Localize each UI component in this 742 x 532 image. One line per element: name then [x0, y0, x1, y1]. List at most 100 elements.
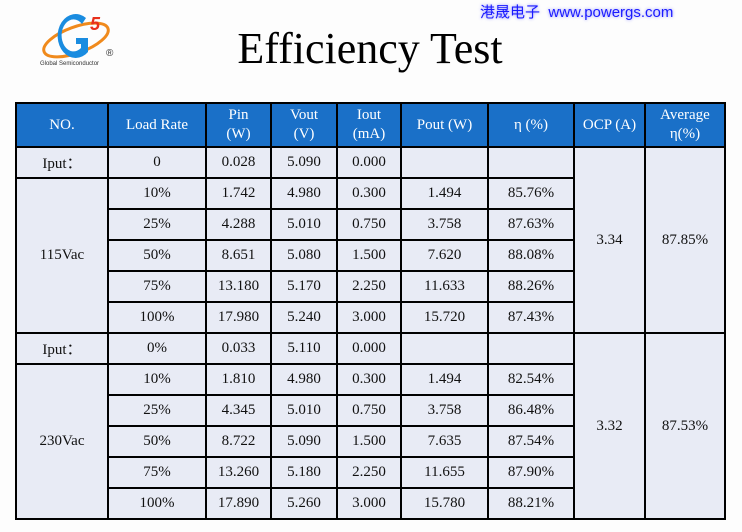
load-cell: 100%: [107, 301, 207, 334]
pout-cell: 15.720: [400, 301, 489, 334]
pin-cell: 17.890: [205, 487, 272, 520]
column-header: Vout (V): [270, 102, 338, 148]
voltage-group-cell: 230Vac: [15, 363, 109, 520]
pin-cell: 17.980: [205, 301, 272, 334]
pin-cell: 1.742: [205, 177, 272, 210]
pout-cell: [400, 146, 489, 179]
efficiency-table: NO. Load Rate Pin (W) Vout (V) Iout (mA) Pout…: [15, 102, 726, 520]
iout-cell: 0.750: [336, 394, 402, 427]
pin-cell: 8.722: [205, 425, 272, 458]
eff-cell: 88.21%: [487, 487, 575, 520]
eff-cell: 85.76%: [487, 177, 575, 210]
vout-cell: 5.010: [270, 208, 338, 241]
pout-cell: [400, 332, 489, 365]
column-header: Pin (W): [205, 102, 272, 148]
iout-cell: 3.000: [336, 487, 402, 520]
pin-cell: 13.260: [205, 456, 272, 489]
svg-text:®: ®: [106, 48, 114, 59]
vout-cell: 4.980: [270, 177, 338, 210]
vout-cell: 5.180: [270, 456, 338, 489]
load-cell: 75%: [107, 270, 207, 303]
brand-url: www.powergs.com: [548, 4, 674, 21]
eff-cell: 88.26%: [487, 270, 575, 303]
brand-header: 港晟电子 www.powergs.com: [480, 4, 673, 22]
ocp-cell: 3.32: [573, 332, 646, 520]
pin-cell: 0.033: [205, 332, 272, 365]
table-row: 230Vac 10% 1.810 4.980 0.300 1.494 82.54%: [15, 363, 725, 520]
column-header: NO.: [15, 102, 109, 148]
pin-cell: 8.651: [205, 239, 272, 272]
input-row: Iput： 0% 0.033 5.110 0.000 3.32 87.53%: [15, 332, 726, 520]
load-cell: 75%: [107, 456, 207, 489]
column-header: η (%): [487, 102, 575, 148]
pin-cell: 4.288: [205, 208, 272, 241]
eff-cell: 87.54%: [487, 425, 575, 458]
pout-cell: 3.758: [400, 394, 489, 427]
iout-cell: 0.300: [336, 177, 402, 210]
pout-cell: 11.633: [400, 270, 489, 303]
iout-cell: 0.750: [336, 208, 402, 241]
iout-cell: 0.000: [336, 146, 402, 179]
average-cell: 87.53%: [644, 332, 726, 520]
load-cell: 50%: [107, 425, 207, 458]
vout-cell: 5.110: [270, 332, 338, 365]
iout-cell: 1.500: [336, 239, 402, 272]
load-cell: 25%: [107, 208, 207, 241]
table-row: 50% 8.651 5.080 1.500 7.620 88.08%: [16, 239, 725, 272]
load-cell: 25%: [107, 394, 207, 427]
vout-cell: 5.090: [270, 146, 338, 179]
table-row: 100% 17.890 5.260 3.000 15.780 88.21%: [16, 487, 725, 520]
iout-cell: 1.500: [336, 425, 402, 458]
pout-cell: 7.635: [400, 425, 489, 458]
header-row: NO. Load Rate Pin (W) Vout (V) Iout (mA) Pout…: [15, 102, 726, 148]
company-logo: 5 ®: [42, 13, 114, 59]
logo-text: Global Semiconductor: [40, 61, 100, 67]
load-cell: 10%: [107, 177, 207, 210]
iout-cell: 0.300: [336, 363, 402, 396]
eff-cell: 88.08%: [487, 239, 575, 272]
pin-cell: 4.345: [205, 394, 272, 427]
load-cell: 10%: [107, 363, 207, 396]
column-header: Average η(%): [644, 102, 726, 148]
input-row: Iput： 0 0.028 5.090 0.000 3.34 87.85%: [15, 146, 726, 334]
load-cell: 0%: [107, 332, 207, 365]
brand-chinese: 港晟电子: [480, 4, 541, 21]
vout-cell: 5.090: [270, 425, 338, 458]
eff-cell: [487, 146, 575, 179]
table-row: 75% 13.180 5.170 2.250 11.633 88.26%: [16, 270, 725, 303]
vout-cell: 5.010: [270, 394, 338, 427]
pin-cell: 1.810: [205, 363, 272, 396]
average-cell: 87.85%: [644, 146, 726, 334]
voltage-group-cell: 115Vac: [15, 177, 109, 334]
pout-cell: 15.780: [400, 487, 489, 520]
eff-cell: 82.54%: [487, 363, 575, 396]
iout-cell: 0.000: [336, 332, 402, 365]
pout-cell: 11.655: [400, 456, 489, 489]
iout-cell: 2.250: [336, 270, 402, 303]
table-row: 25% 4.345 5.010 0.750 3.758 86.48%: [16, 394, 725, 427]
eff-cell: 87.43%: [487, 301, 575, 334]
vout-cell: 4.980: [270, 363, 338, 396]
ocp-cell: 3.34: [573, 146, 646, 334]
eff-cell: 87.63%: [487, 208, 575, 241]
eff-cell: [487, 332, 575, 365]
table-row: 50% 8.722 5.090 1.500 7.635 87.54%: [16, 425, 725, 458]
vout-cell: 5.240: [270, 301, 338, 334]
iout-cell: 2.250: [336, 456, 402, 489]
load-cell: 0: [107, 146, 207, 179]
page-title: Efficiency Test: [237, 24, 503, 73]
column-header: Pout (W): [400, 102, 489, 148]
pout-cell: 3.758: [400, 208, 489, 241]
vout-cell: 5.260: [270, 487, 338, 520]
table-row: 100% 17.980 5.240 3.000 15.720 87.43%: [16, 301, 725, 334]
input-label: Iput：: [15, 146, 109, 179]
table-row: 115Vac 10% 1.742 4.980 0.300 1.494 85.76%: [15, 177, 725, 334]
pout-cell: 1.494: [400, 363, 489, 396]
input-label: Iput：: [15, 332, 109, 365]
pout-cell: 1.494: [400, 177, 489, 210]
vout-cell: 5.080: [270, 239, 338, 272]
load-cell: 100%: [107, 487, 207, 520]
svg-text:5: 5: [90, 14, 101, 34]
pout-cell: 7.620: [400, 239, 489, 272]
pin-cell: 0.028: [205, 146, 272, 179]
